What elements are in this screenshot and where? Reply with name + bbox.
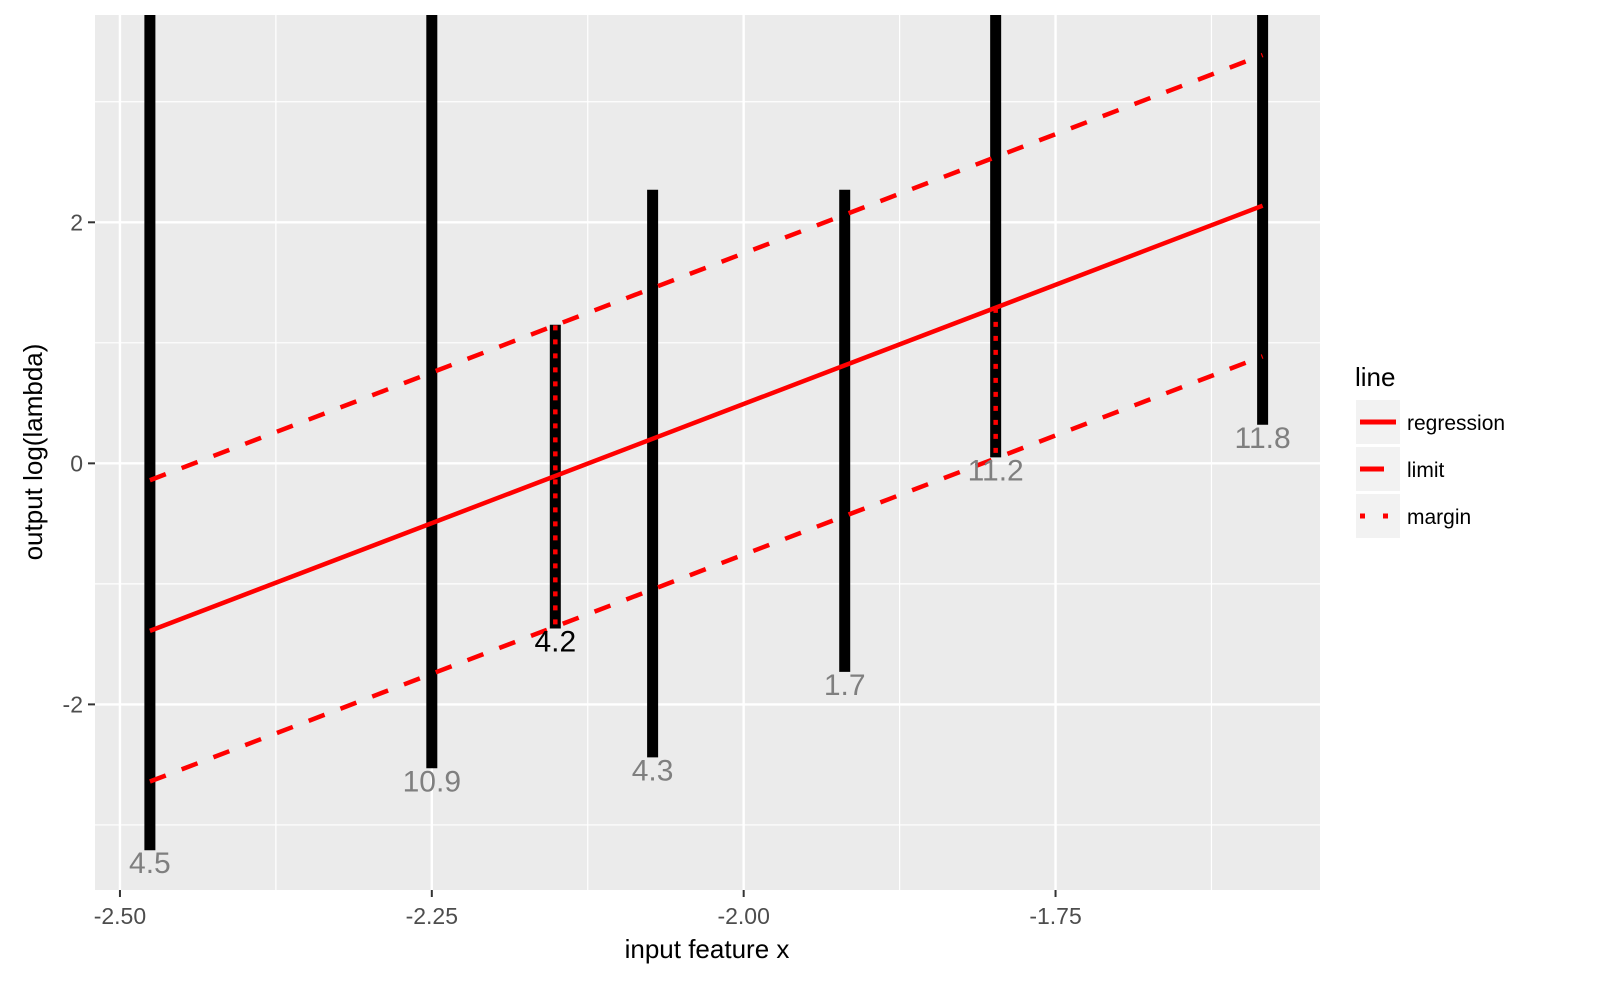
y-axis-label: output log(lambda) [18, 344, 48, 561]
y-tick-label: 2 [70, 209, 83, 235]
x-tick-label: -2.50 [94, 903, 146, 929]
segment-label: 11.2 [968, 454, 1024, 487]
segment-label: 4.3 [632, 754, 674, 787]
x-tick-label: -1.75 [1029, 903, 1081, 929]
regression-line [149, 203, 1264, 633]
lower-limit-line [149, 354, 1264, 784]
grid [95, 15, 1320, 890]
marks [144, 15, 1269, 851]
plot-panel [95, 15, 1320, 890]
y-tick-label: 0 [70, 450, 83, 476]
segment-label: 11.8 [1235, 422, 1291, 455]
y-tick-label: -2 [63, 691, 83, 717]
legend-label: margin [1407, 506, 1471, 529]
segment-label: 4.5 [129, 847, 171, 880]
legend-title: line [1355, 362, 1395, 392]
legend: line regression limit margin [1355, 362, 1505, 538]
segment-label: 10.9 [403, 765, 461, 798]
upper-limit-line [149, 52, 1264, 483]
x-tick-label: -2.00 [717, 903, 769, 929]
legend-label: limit [1407, 459, 1444, 482]
segment-label: 4.2 [534, 625, 576, 658]
legend-label: regression [1407, 412, 1505, 435]
x-axis-label: input feature x [625, 934, 790, 964]
segment-label: 1.7 [824, 669, 866, 702]
x-tick-label: -2.25 [406, 903, 458, 929]
axes: -2.50 -2.25 -2.00 -1.75 -2 0 2 4.5 10.9 4.2 4.3 1.7… [63, 209, 1291, 929]
